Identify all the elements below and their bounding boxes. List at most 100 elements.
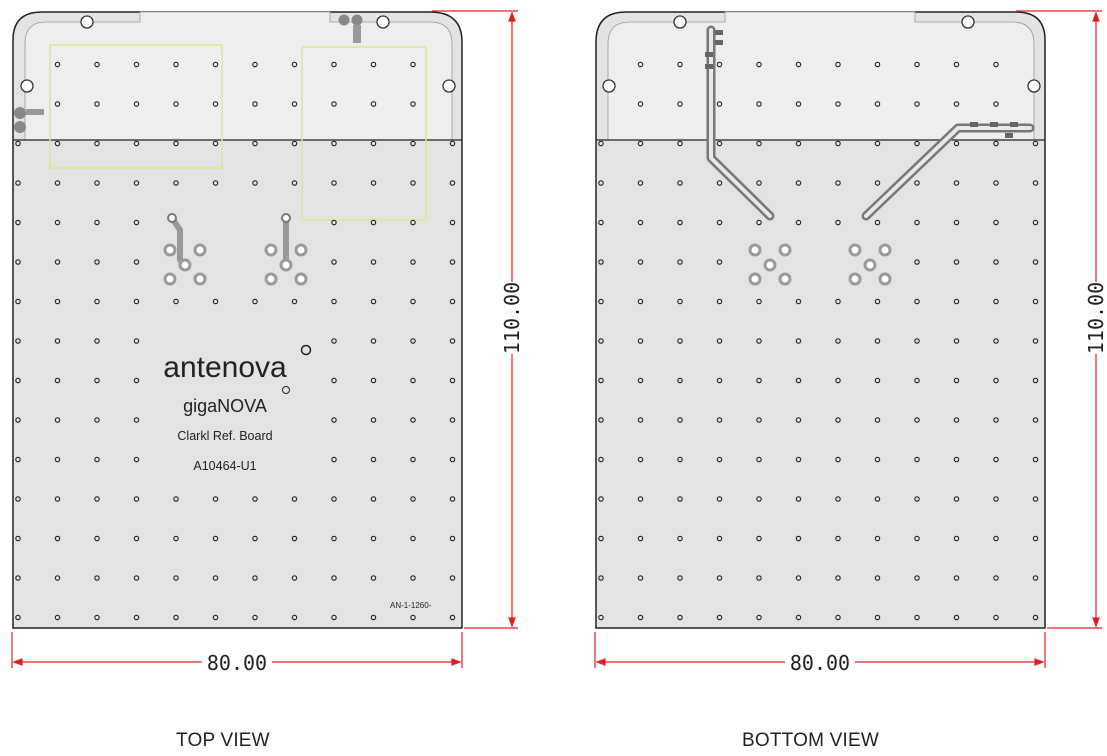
via (914, 298, 920, 305)
via (598, 140, 604, 147)
via (874, 496, 881, 502)
via (331, 456, 337, 463)
via (756, 101, 762, 107)
via (410, 101, 416, 107)
via (795, 575, 802, 581)
right-feed-trace (864, 126, 1032, 218)
via (914, 456, 920, 463)
via (993, 298, 999, 305)
via (173, 101, 179, 107)
via (370, 535, 377, 542)
via (94, 377, 100, 384)
top-board-outline (12, 11, 463, 629)
via (133, 61, 140, 68)
via (637, 180, 644, 186)
via (756, 219, 762, 226)
via (756, 180, 762, 186)
via (598, 338, 604, 344)
bottom-clearance-area (607, 11, 1035, 141)
via (953, 140, 960, 147)
via (598, 377, 604, 384)
via (1032, 614, 1039, 621)
via (914, 338, 920, 344)
via (410, 575, 416, 581)
via (291, 614, 298, 621)
via (133, 614, 140, 621)
via (252, 575, 258, 581)
via (54, 259, 61, 265)
via (598, 298, 604, 305)
via (637, 496, 644, 502)
via (914, 535, 920, 542)
connector-pad (338, 14, 350, 26)
via (716, 259, 723, 265)
via (173, 575, 179, 581)
via (795, 535, 802, 542)
via (874, 456, 881, 463)
via (953, 180, 960, 186)
via (212, 575, 219, 581)
via (449, 338, 456, 344)
via (598, 259, 604, 265)
via (993, 338, 999, 344)
via (15, 377, 21, 384)
via (94, 575, 100, 581)
via (716, 417, 723, 423)
left-feed-trace (709, 28, 772, 218)
via (410, 417, 416, 423)
via (835, 101, 841, 107)
via (677, 456, 683, 463)
via (331, 298, 337, 305)
via (677, 298, 683, 305)
via (370, 61, 377, 68)
matching-component (990, 122, 998, 127)
via (716, 298, 723, 305)
via (331, 259, 337, 265)
via (252, 61, 258, 68)
mounting-hole (376, 15, 390, 29)
via (133, 535, 140, 542)
via (133, 338, 140, 344)
connector-pad (14, 107, 26, 119)
via (173, 61, 179, 68)
via (370, 338, 377, 344)
via (874, 180, 881, 186)
via (677, 259, 683, 265)
via (835, 535, 841, 542)
via (953, 614, 960, 621)
via (795, 456, 802, 463)
via (449, 140, 456, 147)
via (1032, 575, 1039, 581)
via (874, 535, 881, 542)
via (756, 496, 762, 502)
via (598, 614, 604, 621)
via (795, 614, 802, 621)
via (637, 140, 644, 147)
matching-component (705, 52, 713, 57)
via (94, 496, 100, 502)
via (252, 535, 258, 542)
via (133, 101, 140, 107)
via (637, 535, 644, 542)
via (331, 496, 337, 502)
via (252, 180, 258, 186)
via (133, 496, 140, 502)
via (212, 180, 219, 186)
via (54, 377, 61, 384)
via (716, 377, 723, 384)
top-width-label: 80.00 (207, 651, 267, 675)
via (410, 219, 416, 226)
via (716, 614, 723, 621)
via (953, 417, 960, 423)
via (835, 496, 841, 502)
via (835, 417, 841, 423)
feed-pad-cluster (163, 213, 207, 286)
via (15, 180, 21, 186)
via (677, 101, 683, 107)
left-keepout-zone (49, 44, 223, 169)
via (677, 614, 683, 621)
via (54, 456, 61, 463)
via (914, 417, 920, 423)
via (370, 180, 377, 186)
